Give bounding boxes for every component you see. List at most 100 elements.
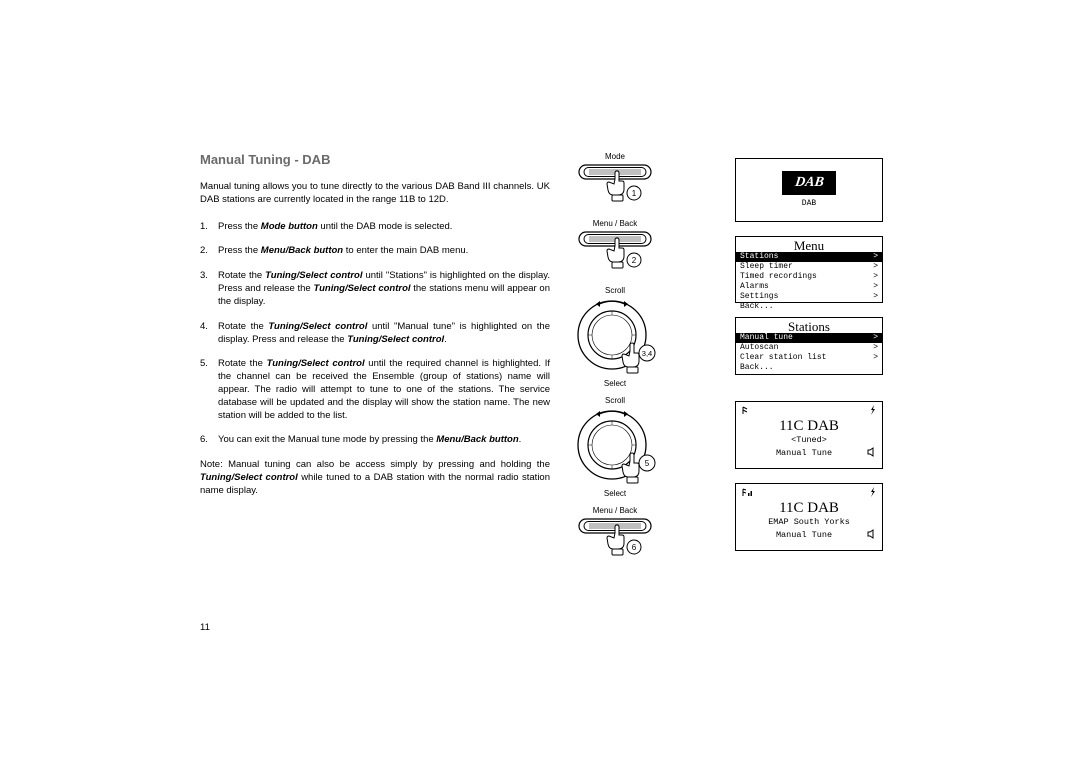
- screen-dab-logo: DAB DAB: [735, 158, 883, 222]
- lightning-icon: [869, 405, 877, 418]
- menu-row: Sleep timer >: [736, 262, 882, 272]
- diagram-dial-2: Scroll 5: [570, 396, 660, 498]
- button-press-icon: 6: [575, 517, 655, 565]
- chevron-right-icon: >: [873, 272, 878, 282]
- diagram-menu-back-button-2: Menu / Back 6: [570, 506, 660, 565]
- screen-manual-tune-1: 11C DAB <Tuned> Manual Tune: [735, 401, 883, 469]
- step-5: 5. Rotate the Tuning/Select control unti…: [200, 358, 550, 422]
- diagram-label: Select: [570, 489, 660, 498]
- chevron-right-icon: >: [873, 262, 878, 272]
- step-circle: 6: [632, 543, 637, 552]
- step-text: You can exit the Manual tune mode by pre…: [218, 434, 521, 445]
- button-press-icon: 1: [575, 163, 655, 211]
- diagram-label: Menu / Back: [570, 219, 660, 228]
- tune-mode-label: Manual Tune: [776, 448, 832, 458]
- note-paragraph: Note: Manual tuning can also be access s…: [200, 459, 550, 497]
- text-column: Manual Tuning - DAB Manual tuning allows…: [200, 152, 550, 498]
- diagram-label: Mode: [570, 152, 660, 161]
- chevron-right-icon: >: [873, 282, 878, 292]
- lightning-icon: [869, 487, 877, 500]
- step-1: 1. Press the Mode button until the DAB m…: [200, 221, 550, 234]
- step-circle: 3,4: [642, 349, 652, 358]
- menu-row: Back...: [736, 363, 882, 373]
- manual-page: Manual Tuning - DAB Manual tuning allows…: [0, 0, 1080, 763]
- menu-row: Timed recordings >: [736, 272, 882, 282]
- diagram-label: Select: [570, 379, 660, 388]
- dab-subtitle: DAB: [736, 199, 882, 208]
- screen-column: DAB DAB Menu Stations>Sleep timer>Timed …: [735, 158, 885, 565]
- step-number: 6.: [200, 434, 208, 447]
- screen-stations-menu: Stations Manual tune>Autoscan>Clear stat…: [735, 317, 883, 375]
- step-text: Rotate the Tuning/Select control until t…: [218, 358, 550, 420]
- tune-mode-label: Manual Tune: [776, 530, 832, 540]
- menu-row-label: Settings: [740, 292, 778, 302]
- menu-row: Manual tune >: [736, 333, 882, 343]
- step-text: Rotate the Tuning/Select control until "…: [218, 321, 550, 345]
- menu-row: Settings >: [736, 292, 882, 302]
- screen-manual-tune-2: 11C DAB EMAP South Yorks Manual Tune: [735, 483, 883, 551]
- menu-rows: Stations>Sleep timer>Timed recordings>Al…: [736, 252, 882, 312]
- tune-status: <Tuned>: [736, 435, 882, 445]
- page-number: 11: [200, 622, 210, 633]
- dab-logo-text: DAB: [793, 175, 824, 191]
- screen-main-menu: Menu Stations>Sleep timer>Timed recordin…: [735, 236, 883, 303]
- tune-frequency: 11C DAB: [736, 500, 882, 517]
- diagram-mode-button: Mode 1: [570, 152, 660, 211]
- tune-ensemble: EMAP South Yorks: [736, 517, 882, 527]
- chevron-right-icon: >: [873, 292, 878, 302]
- step-4: 4. Rotate the Tuning/Select control unti…: [200, 321, 550, 347]
- step-circle: 1: [632, 189, 637, 198]
- diagram-column: Mode 1 Menu / Back: [570, 152, 660, 573]
- menu-row: Stations >: [736, 252, 882, 262]
- menu-row: Clear station list >: [736, 353, 882, 363]
- menu-row-label: Stations: [740, 252, 778, 262]
- menu-row-label: Manual tune: [740, 333, 793, 343]
- menu-row-label: Timed recordings: [740, 272, 817, 282]
- button-press-icon: 2: [575, 230, 655, 278]
- step-number: 5.: [200, 358, 208, 371]
- diagram-label: Scroll: [570, 286, 660, 295]
- dial-icon: 5: [574, 407, 656, 489]
- step-number: 1.: [200, 221, 208, 234]
- menu-row-label: Sleep timer: [740, 262, 793, 272]
- menu-row: Alarms >: [736, 282, 882, 292]
- diagram-menu-back-button: Menu / Back 2: [570, 219, 660, 278]
- step-number: 2.: [200, 245, 208, 258]
- menu-row: Autoscan >: [736, 343, 882, 353]
- menu-row-label: Clear station list: [740, 353, 826, 363]
- menu-title: Menu: [736, 239, 882, 252]
- chevron-right-icon: >: [873, 252, 878, 262]
- dab-logo-icon: DAB: [782, 171, 836, 195]
- menu-row-label: Back...: [740, 363, 774, 373]
- step-text: Rotate the Tuning/Select control until "…: [218, 270, 550, 307]
- signal-icon: [741, 405, 751, 418]
- chevron-right-icon: >: [873, 353, 878, 363]
- step-circle: 5: [645, 459, 650, 468]
- step-3: 3. Rotate the Tuning/Select control unti…: [200, 270, 550, 308]
- chevron-right-icon: >: [873, 333, 878, 343]
- diagram-label: Scroll: [570, 396, 660, 405]
- step-6: 6. You can exit the Manual tune mode by …: [200, 434, 550, 447]
- step-number: 4.: [200, 321, 208, 334]
- chevron-right-icon: >: [873, 343, 878, 353]
- step-number: 3.: [200, 270, 208, 283]
- step-text: Press the Menu/Back button to enter the …: [218, 245, 468, 256]
- step-2: 2. Press the Menu/Back button to enter t…: [200, 245, 550, 258]
- step-circle: 2: [632, 256, 637, 265]
- speaker-icon: [867, 529, 877, 542]
- diagram-label: Menu / Back: [570, 506, 660, 515]
- diagram-dial-1: Scroll: [570, 286, 660, 388]
- instruction-list: 1. Press the Mode button until the DAB m…: [200, 221, 550, 448]
- page-heading: Manual Tuning - DAB: [200, 152, 550, 167]
- intro-paragraph: Manual tuning allows you to tune directl…: [200, 181, 550, 207]
- tune-frequency: 11C DAB: [736, 418, 882, 435]
- menu-row-label: Back...: [740, 302, 774, 312]
- menu-title: Stations: [736, 320, 882, 333]
- signal-bars-icon: [741, 487, 755, 500]
- menu-row-label: Autoscan: [740, 343, 778, 353]
- menu-rows: Manual tune > Autoscan > Clear station list >…: [736, 333, 882, 373]
- speaker-icon: [867, 447, 877, 460]
- step-text: Press the Mode button until the DAB mode…: [218, 221, 452, 232]
- menu-row: Back...: [736, 302, 882, 312]
- menu-row-label: Alarms: [740, 282, 769, 292]
